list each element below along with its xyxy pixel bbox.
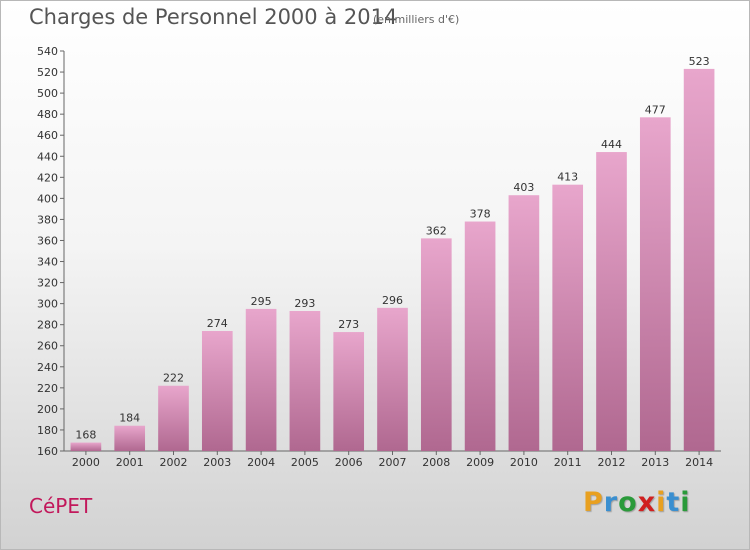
- bar-value-label: 378: [470, 208, 491, 221]
- y-axis: 160 180 200 220 240 260 280 300 320 340 360 380 400 4…: [37, 45, 65, 458]
- x-tick-label: 2003: [203, 456, 231, 469]
- bar: [289, 311, 321, 451]
- x-tick-label: 2008: [422, 456, 450, 469]
- y-tick-label: 320: [37, 277, 58, 290]
- x-tick-label: 2004: [247, 456, 275, 469]
- bar: [70, 442, 102, 451]
- y-tick-label: 440: [37, 150, 58, 163]
- x-tick-label: 2009: [466, 456, 494, 469]
- bar: [683, 68, 715, 451]
- chart-subtitle: (en milliers d'€): [373, 13, 460, 26]
- y-tick-label: 420: [37, 171, 58, 184]
- bar-value-label: 222: [163, 372, 184, 385]
- logo-letter: o: [618, 487, 638, 518]
- logo-letter: t: [666, 487, 681, 518]
- y-tick-label: 180: [37, 424, 58, 437]
- logo-letter: i: [680, 487, 691, 518]
- logo-letter: x: [637, 487, 657, 518]
- bar-value-label: 444: [601, 138, 622, 151]
- bar-value-label: 295: [251, 295, 272, 308]
- y-tick-label: 480: [37, 108, 58, 121]
- bar-value-label: 274: [207, 317, 228, 330]
- bar-value-label: 293: [294, 297, 315, 310]
- bar: [596, 152, 627, 452]
- x-tick-label: 2000: [72, 456, 100, 469]
- bar: [508, 195, 540, 451]
- x-tick-label: 2007: [379, 456, 407, 469]
- y-tick-label: 540: [37, 45, 58, 58]
- x-tick-label: 2011: [554, 456, 582, 469]
- bar-value-label: 403: [513, 181, 534, 194]
- y-tick-label: 240: [37, 361, 58, 374]
- bar: [158, 385, 189, 451]
- y-tick-label: 160: [37, 445, 58, 458]
- logo-letter: P: [583, 487, 604, 518]
- bar: [377, 307, 408, 451]
- y-tick-label: 220: [37, 382, 58, 395]
- x-tick-label: 2012: [598, 456, 626, 469]
- bars: 168 184 222 274 295 293 273 296 362 378 403 413 444 4…: [70, 55, 715, 452]
- logo-letter: r: [603, 487, 619, 518]
- commune-name: CéPET: [29, 494, 93, 518]
- bar-value-label: 296: [382, 294, 403, 307]
- proxiti-logo: Proxiti: [583, 487, 691, 518]
- bar-value-label: 477: [645, 103, 666, 116]
- y-tick-label: 520: [37, 66, 58, 79]
- bar-value-label: 168: [75, 429, 96, 442]
- bar: [245, 308, 277, 451]
- bar: [639, 117, 671, 451]
- bar: [552, 184, 584, 451]
- x-tick-label: 2013: [641, 456, 669, 469]
- x-axis: 2000 2001 2002 2003 2004 2005 2006 2007 2008 2009…: [64, 450, 721, 469]
- logo-letter: i: [656, 487, 667, 518]
- y-tick-label: 200: [37, 403, 58, 416]
- bar: [420, 238, 452, 451]
- chart-title: Charges de Personnel 2000 à 2014: [29, 5, 398, 29]
- bar-value-label: 362: [426, 224, 447, 237]
- bar: [114, 425, 146, 451]
- x-tick-label: 2006: [335, 456, 363, 469]
- bar-value-label: 523: [689, 55, 710, 68]
- bar-value-label: 273: [338, 318, 359, 331]
- x-tick-label: 2010: [510, 456, 538, 469]
- bar: [464, 221, 496, 451]
- bar: [201, 331, 233, 451]
- bar-value-label: 184: [119, 412, 140, 425]
- x-tick-label: 2005: [291, 456, 319, 469]
- y-tick-label: 360: [37, 234, 58, 247]
- y-tick-label: 500: [37, 87, 58, 100]
- y-tick-label: 340: [37, 256, 58, 269]
- y-tick-label: 260: [37, 340, 58, 353]
- y-tick-label: 400: [37, 192, 58, 205]
- x-tick-label: 2014: [685, 456, 713, 469]
- x-tick-label: 2001: [116, 456, 144, 469]
- y-tick-label: 460: [37, 129, 58, 142]
- y-tick-label: 300: [37, 298, 58, 311]
- bar: [333, 332, 365, 451]
- y-tick-label: 380: [37, 213, 58, 226]
- x-tick-label: 2002: [160, 456, 188, 469]
- y-tick-label: 280: [37, 319, 58, 332]
- bar-value-label: 413: [557, 171, 578, 184]
